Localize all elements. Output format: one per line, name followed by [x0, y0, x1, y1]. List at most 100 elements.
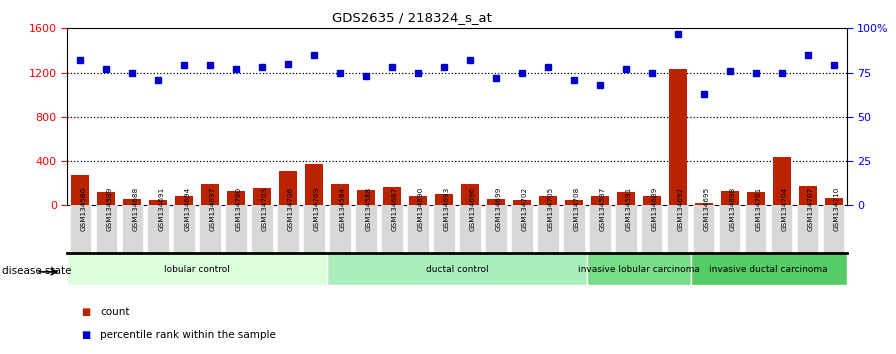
FancyBboxPatch shape: [668, 205, 688, 253]
Bar: [383, 187, 401, 205]
Bar: [71, 176, 90, 205]
Text: GSM134706: GSM134706: [288, 187, 294, 231]
Text: GSM134586: GSM134586: [81, 187, 86, 231]
Bar: [305, 164, 323, 205]
Bar: [798, 186, 817, 205]
FancyBboxPatch shape: [330, 205, 350, 253]
FancyBboxPatch shape: [226, 205, 246, 253]
FancyBboxPatch shape: [382, 205, 402, 253]
Bar: [487, 199, 505, 205]
Text: GSM134703: GSM134703: [262, 187, 268, 231]
FancyBboxPatch shape: [304, 205, 324, 253]
Text: GSM134699: GSM134699: [496, 187, 502, 231]
Text: GSM134702: GSM134702: [521, 187, 528, 231]
FancyBboxPatch shape: [590, 205, 610, 253]
Bar: [201, 184, 220, 205]
Bar: [123, 199, 142, 205]
Text: GSM134705: GSM134705: [547, 187, 554, 231]
Text: GSM134691: GSM134691: [158, 187, 164, 231]
FancyBboxPatch shape: [538, 205, 558, 253]
Text: GSM134587: GSM134587: [599, 187, 606, 231]
FancyBboxPatch shape: [642, 205, 662, 253]
FancyBboxPatch shape: [719, 205, 740, 253]
FancyBboxPatch shape: [327, 253, 587, 285]
Text: invasive lobular carcinoma: invasive lobular carcinoma: [578, 264, 700, 274]
Text: GSM134694: GSM134694: [184, 187, 190, 231]
Bar: [616, 192, 635, 205]
Bar: [694, 203, 713, 205]
Text: GSM134709: GSM134709: [314, 187, 320, 231]
Bar: [513, 200, 531, 205]
FancyBboxPatch shape: [587, 253, 691, 285]
Text: GSM134692: GSM134692: [677, 187, 684, 231]
FancyBboxPatch shape: [797, 205, 818, 253]
Text: percentile rank within the sample: percentile rank within the sample: [100, 330, 276, 339]
FancyBboxPatch shape: [486, 205, 506, 253]
Bar: [746, 192, 765, 205]
Bar: [279, 171, 297, 205]
Bar: [149, 200, 168, 205]
FancyBboxPatch shape: [564, 205, 584, 253]
Bar: [253, 188, 271, 205]
FancyBboxPatch shape: [356, 205, 376, 253]
Text: GSM134708: GSM134708: [573, 187, 580, 231]
Text: GSM134707: GSM134707: [807, 187, 814, 231]
Text: GDS2635 / 218324_s_at: GDS2635 / 218324_s_at: [332, 11, 492, 24]
Text: disease state: disease state: [2, 266, 72, 276]
FancyBboxPatch shape: [745, 205, 766, 253]
Text: GSM134700: GSM134700: [237, 187, 242, 231]
FancyBboxPatch shape: [200, 205, 220, 253]
Bar: [668, 69, 687, 205]
Bar: [538, 196, 557, 205]
Bar: [97, 192, 116, 205]
Text: invasive ductal carcinoma: invasive ductal carcinoma: [710, 264, 828, 274]
Text: GSM134591: GSM134591: [625, 187, 632, 231]
FancyBboxPatch shape: [823, 205, 844, 253]
Bar: [564, 200, 583, 205]
Text: GSM134588: GSM134588: [366, 187, 372, 231]
Bar: [590, 196, 609, 205]
FancyBboxPatch shape: [70, 205, 90, 253]
Bar: [461, 184, 479, 205]
FancyBboxPatch shape: [122, 205, 142, 253]
Text: count: count: [100, 307, 130, 316]
Text: GSM134693: GSM134693: [444, 187, 450, 231]
Text: lobular control: lobular control: [164, 264, 230, 274]
FancyBboxPatch shape: [408, 205, 428, 253]
Text: GSM134698: GSM134698: [729, 187, 736, 231]
Bar: [227, 191, 246, 205]
Bar: [357, 190, 375, 205]
Text: ■: ■: [81, 307, 90, 316]
Text: GSM134584: GSM134584: [340, 187, 346, 231]
Text: GSM134697: GSM134697: [210, 187, 216, 231]
Text: ductal control: ductal control: [426, 264, 488, 274]
Bar: [642, 196, 661, 205]
Bar: [720, 191, 739, 205]
FancyBboxPatch shape: [771, 205, 792, 253]
Text: ■: ■: [81, 330, 90, 339]
FancyBboxPatch shape: [148, 205, 168, 253]
FancyBboxPatch shape: [252, 205, 272, 253]
Text: GSM134704: GSM134704: [781, 187, 788, 231]
Bar: [824, 198, 843, 205]
FancyBboxPatch shape: [512, 205, 532, 253]
Text: GSM134690: GSM134690: [418, 187, 424, 231]
Text: GSM134701: GSM134701: [755, 187, 762, 231]
Text: GSM134689: GSM134689: [651, 187, 658, 231]
Bar: [175, 196, 194, 205]
FancyBboxPatch shape: [278, 205, 298, 253]
Bar: [435, 194, 453, 205]
FancyBboxPatch shape: [694, 205, 714, 253]
Text: GSM134688: GSM134688: [133, 187, 138, 231]
Text: GSM134687: GSM134687: [392, 187, 398, 231]
FancyBboxPatch shape: [174, 205, 194, 253]
FancyBboxPatch shape: [691, 253, 847, 285]
Text: GSM134589: GSM134589: [106, 187, 112, 231]
Bar: [331, 184, 349, 205]
FancyBboxPatch shape: [96, 205, 116, 253]
Bar: [772, 156, 791, 205]
Text: GSM134710: GSM134710: [833, 187, 840, 231]
FancyBboxPatch shape: [67, 253, 327, 285]
Text: GSM134696: GSM134696: [470, 187, 476, 231]
FancyBboxPatch shape: [460, 205, 480, 253]
